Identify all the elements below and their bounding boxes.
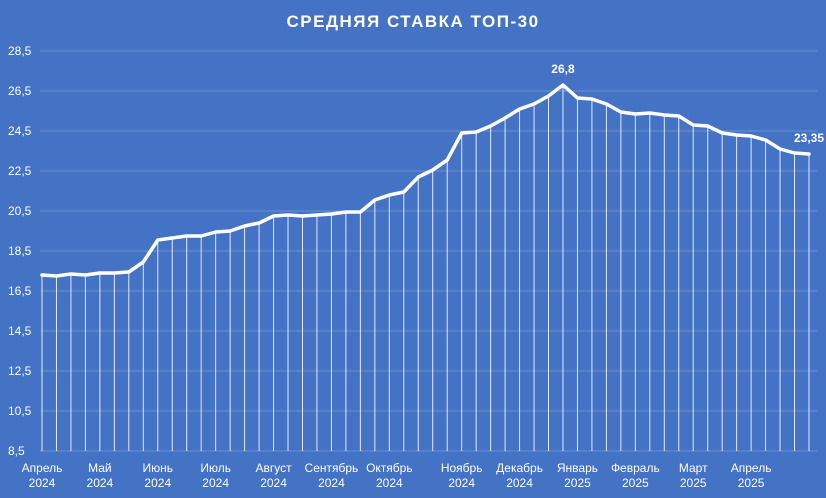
x-tick-month: Ноябрь (441, 461, 483, 475)
y-tick-label: 26,5 (8, 84, 32, 98)
x-tick-month: Март (679, 461, 708, 475)
x-tick-year: 2024 (87, 476, 114, 490)
x-tick-year: 2024 (29, 476, 56, 490)
x-tick-year: 2024 (260, 476, 287, 490)
x-tick-year: 2024 (448, 476, 475, 490)
y-tick-label: 16,5 (8, 284, 32, 298)
x-tick-year: 2024 (202, 476, 229, 490)
x-tick-year: 2024 (318, 476, 345, 490)
data-label: 26,8 (551, 62, 575, 76)
x-tick-month: Февраль (611, 461, 660, 475)
x-tick-year: 2025 (622, 476, 649, 490)
x-tick-month: Август (255, 461, 292, 475)
y-tick-label: 10,5 (8, 404, 32, 418)
x-tick-month: Май (88, 461, 112, 475)
x-tick-month: Сентябрь (305, 461, 359, 475)
x-tick-month: Июль (200, 461, 231, 475)
y-tick-label: 28,5 (8, 44, 32, 58)
y-tick-label: 14,5 (8, 324, 32, 338)
x-tick-month: Октябрь (366, 461, 413, 475)
x-tick-month: Апрель (731, 461, 772, 475)
chart-title: СРЕДНЯЯ СТАВКА ТОП-30 (286, 12, 540, 31)
x-tick-month: Январь (557, 461, 598, 475)
x-tick-month: Апрель (22, 461, 63, 475)
y-tick-label: 20,5 (8, 204, 32, 218)
x-tick-year: 2025 (564, 476, 591, 490)
x-tick-year: 2025 (680, 476, 707, 490)
x-tick-year: 2025 (738, 476, 765, 490)
series-line (40, 83, 811, 278)
y-tick-label: 22,5 (8, 164, 32, 178)
y-tick-label: 18,5 (8, 244, 32, 258)
data-label: 23,35 (794, 131, 824, 145)
x-tick-year: 2024 (376, 476, 403, 490)
y-tick-label: 12,5 (8, 364, 32, 378)
y-tick-label: 8,5 (8, 444, 25, 458)
x-tick-month: Июнь (143, 461, 174, 475)
x-tick-month: Декабрь (496, 461, 543, 475)
y-tick-label: 24,5 (8, 124, 32, 138)
x-tick-year: 2024 (144, 476, 171, 490)
x-tick-year: 2024 (506, 476, 533, 490)
